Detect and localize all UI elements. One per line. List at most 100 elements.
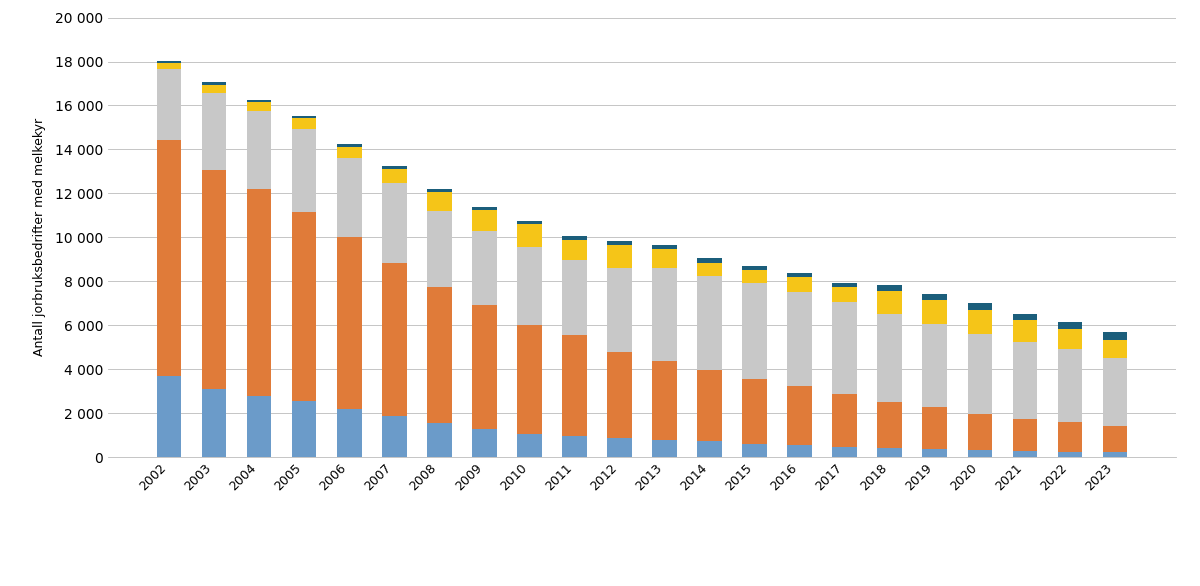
Bar — [562, 436, 587, 457]
Bar — [607, 352, 632, 438]
Bar — [1103, 358, 1128, 426]
Bar — [156, 376, 181, 457]
Bar — [427, 211, 451, 287]
Bar — [202, 93, 227, 171]
Bar — [652, 440, 677, 457]
Bar — [337, 146, 361, 158]
Bar — [562, 260, 587, 335]
Bar — [1013, 314, 1037, 321]
Bar — [517, 221, 541, 224]
Bar — [743, 284, 767, 379]
Bar — [697, 370, 722, 441]
Bar — [833, 302, 857, 394]
Bar — [247, 189, 271, 396]
Bar — [292, 401, 317, 457]
Bar — [517, 224, 541, 247]
Bar — [1013, 420, 1037, 451]
Bar — [337, 158, 361, 237]
Bar — [697, 276, 722, 370]
Bar — [652, 245, 677, 250]
Bar — [202, 83, 227, 84]
Bar — [382, 183, 407, 263]
Bar — [833, 283, 857, 287]
Y-axis label: Antall jorbruksbedrifter med melkekyr: Antall jorbruksbedrifter med melkekyr — [34, 118, 47, 356]
Bar — [967, 304, 992, 309]
Bar — [337, 409, 361, 457]
Bar — [607, 241, 632, 245]
Bar — [427, 192, 451, 211]
Bar — [156, 139, 181, 376]
Bar — [877, 448, 902, 457]
Bar — [427, 287, 451, 423]
Bar — [427, 189, 451, 192]
Bar — [697, 258, 722, 263]
Bar — [923, 299, 947, 324]
Bar — [652, 250, 677, 268]
Bar — [382, 166, 407, 169]
Bar — [247, 100, 271, 102]
Bar — [1057, 329, 1082, 349]
Bar — [202, 389, 227, 457]
Bar — [1013, 342, 1037, 420]
Bar — [787, 277, 812, 292]
Bar — [967, 309, 992, 334]
Bar — [877, 285, 902, 291]
Bar — [877, 402, 902, 448]
Bar — [787, 445, 812, 457]
Bar — [607, 268, 632, 352]
Bar — [472, 305, 497, 428]
Bar — [1013, 321, 1037, 342]
Bar — [743, 444, 767, 457]
Bar — [787, 386, 812, 445]
Bar — [202, 84, 227, 93]
Bar — [292, 212, 317, 401]
Bar — [877, 291, 902, 314]
Bar — [652, 362, 677, 440]
Bar — [1103, 452, 1128, 457]
Bar — [337, 144, 361, 146]
Bar — [472, 207, 497, 210]
Bar — [743, 379, 767, 444]
Bar — [382, 417, 407, 457]
Bar — [743, 270, 767, 284]
Bar — [697, 263, 722, 276]
Bar — [607, 245, 632, 268]
Bar — [877, 314, 902, 402]
Bar — [787, 273, 812, 277]
Bar — [517, 247, 541, 325]
Bar — [833, 394, 857, 447]
Bar — [247, 102, 271, 111]
Bar — [382, 263, 407, 417]
Bar — [787, 292, 812, 386]
Bar — [382, 169, 407, 183]
Bar — [562, 240, 587, 260]
Bar — [923, 407, 947, 449]
Bar — [156, 62, 181, 63]
Bar — [1057, 322, 1082, 329]
Bar — [1013, 451, 1037, 457]
Bar — [967, 450, 992, 457]
Bar — [156, 69, 181, 139]
Bar — [923, 294, 947, 300]
Bar — [337, 237, 361, 409]
Bar — [156, 63, 181, 69]
Bar — [743, 266, 767, 270]
Bar — [1057, 452, 1082, 457]
Bar — [517, 325, 541, 434]
Bar — [472, 428, 497, 457]
Bar — [562, 236, 587, 240]
Bar — [472, 210, 497, 231]
Bar — [202, 171, 227, 389]
Bar — [472, 231, 497, 305]
Bar — [607, 438, 632, 457]
Bar — [923, 449, 947, 457]
Bar — [1057, 423, 1082, 452]
Bar — [833, 287, 857, 302]
Bar — [967, 414, 992, 450]
Bar — [1103, 332, 1128, 340]
Bar — [923, 324, 947, 407]
Bar — [292, 118, 317, 128]
Bar — [292, 116, 317, 118]
Bar — [1103, 426, 1128, 452]
Bar — [292, 128, 317, 212]
